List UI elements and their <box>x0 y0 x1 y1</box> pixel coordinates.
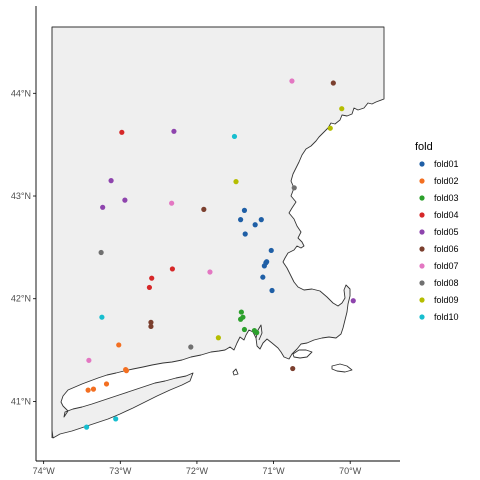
x-tick-label: 70°W <box>339 466 362 476</box>
legend-label-fold10: fold10 <box>434 312 459 322</box>
site-point-fold01 <box>252 222 258 228</box>
site-point-fold02 <box>85 387 91 393</box>
site-point-fold10 <box>231 133 238 140</box>
legend-key-fold03 <box>419 195 425 201</box>
x-tick-label: 74°W <box>33 466 56 476</box>
legend-label-fold01: fold01 <box>434 159 459 169</box>
site-point-fold03 <box>254 330 260 336</box>
legend-label-fold03: fold03 <box>434 193 459 203</box>
block-island <box>232 368 239 376</box>
map-region-layer <box>51 26 385 439</box>
site-point-fold08 <box>98 249 104 256</box>
site-point-fold01 <box>241 207 248 213</box>
nantucket-island <box>331 363 353 373</box>
site-point-fold05 <box>171 128 177 134</box>
site-point-fold02 <box>123 366 129 373</box>
legend-key-fold02 <box>419 178 425 184</box>
site-point-fold04 <box>169 266 176 272</box>
legend-items: fold01 fold02 fold03 fold04 fold05 fold06 fold… <box>419 159 459 322</box>
site-point-fold02 <box>103 381 110 387</box>
site-point-fold07 <box>289 78 295 84</box>
legend-key-fold08 <box>419 280 425 286</box>
y-tick-label: 41°N <box>11 396 31 406</box>
site-point-fold09 <box>327 125 333 131</box>
legend-key-fold07 <box>419 263 425 269</box>
site-point-fold05 <box>122 197 128 203</box>
legend-label-fold05: fold05 <box>434 227 459 237</box>
site-point-fold05 <box>108 178 114 184</box>
legend-label-fold04: fold04 <box>434 210 459 220</box>
site-point-fold06 <box>148 323 154 330</box>
site-point-fold02 <box>116 342 122 348</box>
x-tick-label: 71°W <box>263 466 286 476</box>
legend-label-fold08: fold08 <box>434 278 459 288</box>
site-point-fold04 <box>146 284 153 291</box>
site-point-fold09 <box>339 106 345 112</box>
site-point-fold01 <box>263 260 269 266</box>
legend-label-fold02: fold02 <box>434 176 459 186</box>
marthas-vineyard-island <box>292 349 313 359</box>
site-point-fold08 <box>188 344 194 350</box>
site-point-fold06 <box>290 365 296 372</box>
site-point-fold09 <box>233 179 239 185</box>
x-tick-label: 72°W <box>186 466 209 476</box>
site-point-fold07 <box>207 269 213 275</box>
legend-key-fold04 <box>419 212 425 218</box>
legend-key-fold06 <box>419 246 425 252</box>
legend-key-fold09 <box>419 297 425 303</box>
point-layer <box>83 78 356 430</box>
site-point-fold06 <box>148 319 154 325</box>
site-point-fold04 <box>119 129 125 135</box>
site-point-fold07 <box>86 357 92 363</box>
site-point-fold01 <box>260 274 266 280</box>
tick-layer: 74°W 73°W 72°W 71°W 70°W 41°N 42°N 43°N 44°N <box>11 88 362 476</box>
x-tick-label: 73°W <box>109 466 132 476</box>
land-region <box>51 26 385 439</box>
site-point-fold09 <box>215 335 221 341</box>
site-point-fold06 <box>201 206 207 212</box>
y-tick-label: 43°N <box>11 191 31 201</box>
legend-key-fold10 <box>419 314 425 320</box>
legend-label-fold09: fold09 <box>434 295 459 305</box>
site-point-fold10 <box>113 416 119 422</box>
site-point-fold01 <box>268 247 274 254</box>
legend-key-fold01 <box>419 161 425 167</box>
y-tick-label: 44°N <box>11 88 31 98</box>
legend-label-fold06: fold06 <box>434 244 459 254</box>
site-point-fold10 <box>83 424 90 430</box>
site-point-fold03 <box>238 309 244 315</box>
legend-key-fold05 <box>419 229 425 235</box>
site-point-fold02 <box>90 386 97 392</box>
y-tick-label: 42°N <box>11 294 31 304</box>
legend-title: fold <box>415 141 433 153</box>
legend-label-fold07: fold07 <box>434 261 459 271</box>
site-point-fold03 <box>238 316 244 322</box>
site-point-fold01 <box>238 217 244 223</box>
axis-layer <box>35 6 400 462</box>
legend: fold fold01fold02fold03fold04fold05fold0… <box>415 141 459 322</box>
site-point-fold05 <box>100 204 106 210</box>
site-point-fold01 <box>258 217 264 223</box>
site-point-fold10 <box>99 314 105 320</box>
site-point-fold01 <box>242 231 248 237</box>
site-point-fold01 <box>269 287 275 294</box>
site-point-fold03 <box>241 326 248 333</box>
site-point-fold06 <box>330 80 336 86</box>
site-point-fold05 <box>350 298 356 304</box>
site-point-fold08 <box>291 185 297 191</box>
site-point-fold04 <box>149 275 155 281</box>
site-point-fold07 <box>169 200 175 206</box>
